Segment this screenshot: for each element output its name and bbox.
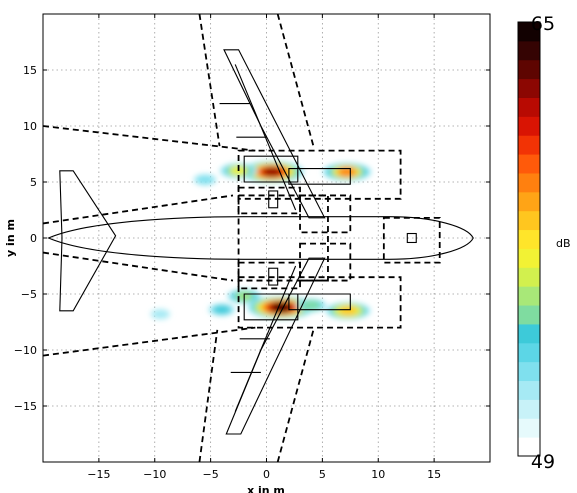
fuselage-outline <box>47 216 474 260</box>
colorbar-segment <box>518 172 540 193</box>
x-tick-label: −15 <box>87 468 110 481</box>
colorbar-segment <box>518 323 540 344</box>
tail-plane-outline <box>59 170 117 312</box>
colorbar-segment <box>518 40 540 61</box>
noise-contour <box>339 306 357 316</box>
y-tick-label: −5 <box>21 288 37 301</box>
colorbar-segment <box>518 361 540 382</box>
colorbar-segment <box>518 248 540 268</box>
noise-contour <box>263 167 281 177</box>
array-boundary-line <box>276 14 315 147</box>
array-boundary-line <box>198 14 221 147</box>
aircraft-outline <box>47 49 474 435</box>
flap-track-upper <box>288 168 351 185</box>
colorbar <box>517 21 541 457</box>
colorbar-segment <box>518 286 540 306</box>
plot-frame <box>42 13 491 463</box>
colorbar-segment <box>518 380 540 400</box>
grid <box>43 14 490 462</box>
noise-map <box>150 160 372 320</box>
x-tick-label: 15 <box>427 468 441 481</box>
colorbar-segment <box>518 22 540 42</box>
array-segment-outline <box>237 276 402 329</box>
noise-hotspot <box>193 174 217 186</box>
colorbar-min-label: 49 <box>531 451 555 473</box>
reference-marker <box>406 232 417 244</box>
noise-hotspot <box>247 295 315 319</box>
noise-contour <box>338 167 356 177</box>
x-tick-label: −5 <box>203 468 219 481</box>
array-boundary-line <box>43 326 256 357</box>
colorbar-segment <box>518 154 540 174</box>
noise-hotspot <box>295 298 327 312</box>
noise-hotspot <box>150 309 171 320</box>
y-tick-label: 0 <box>30 232 37 245</box>
y-tick-label: 15 <box>23 64 37 77</box>
y-tick-label: 5 <box>30 176 37 189</box>
array-boundary-line <box>43 125 256 152</box>
wing-upper-outline <box>223 49 326 219</box>
colorbar-segment <box>518 418 540 438</box>
colorbar-segment <box>518 135 540 155</box>
y-axis-label: y in m <box>4 219 17 257</box>
x-tick-label: 0 <box>263 468 270 481</box>
x-tick-label: 10 <box>371 468 385 481</box>
noise-hotspot <box>325 302 371 320</box>
array-segment-outline <box>237 186 301 215</box>
array-boundary-line <box>43 194 234 225</box>
colorbar-segment <box>518 191 540 212</box>
array-segment-outline <box>299 194 352 234</box>
colorbar-segment <box>518 59 540 80</box>
colorbar-segment <box>518 229 540 249</box>
y-ticks: −15 −10 −5 0 5 10 15 <box>14 64 490 413</box>
colorbar-unit-label: dB <box>556 237 571 250</box>
y-tick-label: −15 <box>14 400 37 413</box>
noise-hotspot <box>322 162 372 181</box>
x-ticks: −15 −10 −5 0 5 10 15 <box>87 14 441 481</box>
engine-nacelle-upper <box>243 155 299 183</box>
noise-hotspot <box>240 160 305 183</box>
noise-hotspot <box>208 303 236 316</box>
noise-contour <box>302 300 321 311</box>
colorbar-segment <box>518 437 540 457</box>
engine-nacelle-lower <box>243 293 299 321</box>
array-segment-outline <box>237 261 301 290</box>
colorbar-segment <box>518 342 540 363</box>
noise-contour <box>272 302 290 313</box>
array-boundary-line <box>43 251 234 282</box>
array-boundary-line <box>198 329 219 462</box>
microphone-array-outlines <box>43 14 441 462</box>
colorbar-max-label: 65 <box>531 13 555 35</box>
colorbar-segment <box>518 97 540 117</box>
x-tick-label: 5 <box>319 468 326 481</box>
flap-track-lower <box>288 293 351 311</box>
noise-contour <box>213 305 231 315</box>
colorbar-segment <box>518 210 540 231</box>
array-segment-outline <box>237 149 402 200</box>
colorbar-segment <box>518 267 540 287</box>
array-segment-outline <box>299 242 352 282</box>
x-tick-label: −10 <box>143 468 166 481</box>
array-boundary-line <box>276 329 315 462</box>
colorbar-segment <box>518 78 540 98</box>
noise-contour <box>196 175 214 185</box>
colorbar-segment <box>518 116 540 136</box>
array-segment-outline <box>237 194 329 282</box>
colorbar-segment <box>518 399 540 419</box>
colorbar-segment <box>518 305 540 325</box>
y-tick-label: 10 <box>23 120 37 133</box>
noise-contour <box>152 309 169 319</box>
colorbar-frame <box>517 21 541 457</box>
x-axis-label: x in m <box>247 484 285 493</box>
y-tick-label: −10 <box>14 344 37 357</box>
